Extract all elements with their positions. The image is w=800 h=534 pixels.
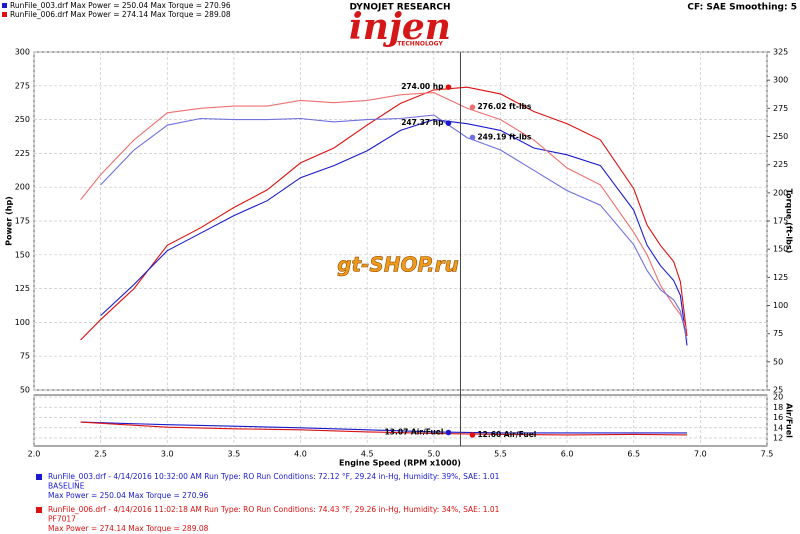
y-tick-label: 225 [15, 149, 30, 158]
run-info: RunFile_003.drf - 4/14/2016 10:32:00 AM … [48, 472, 500, 481]
watermark: gt-SHOP.ru [337, 253, 459, 277]
x-tick-label: 3.0 [161, 450, 174, 459]
run-info: BASELINE [48, 482, 85, 491]
x-axis-label: Engine Speed (RPM x1000) [339, 459, 461, 468]
x-tick-label: 2.5 [94, 450, 107, 459]
y2-tick-label: 75 [773, 329, 783, 338]
y2-tick-label: 50 [773, 357, 783, 366]
y2-tick-label: 325 [773, 48, 788, 57]
series-line [100, 114, 688, 341]
annotation-label: 274.00 hp [401, 82, 444, 91]
series-line [80, 421, 687, 434]
brand: DYNOJET RESEARCH [349, 3, 450, 13]
annotation-marker [445, 120, 452, 126]
y2-axis-label: Torque (ft-lbs) [785, 189, 794, 254]
annotation-marker [469, 104, 476, 110]
y-tick-label: 150 [15, 250, 30, 259]
annotation-label: 276.02 ft-lbs [477, 102, 531, 111]
y-tick-label: 50 [20, 386, 30, 395]
logo-sub: TECHNOLOGY [397, 41, 443, 48]
annotation-marker [445, 429, 452, 436]
x-tick-label: 5.5 [494, 450, 507, 459]
y-tick-label: 200 [15, 183, 30, 192]
x-tick-label: 2.0 [28, 450, 41, 459]
series-line [80, 421, 688, 436]
annotation-label: 12.60 Air/Fuel [477, 430, 536, 439]
y2-tick-label: 200 [773, 188, 788, 197]
y-tick-label: 275 [15, 81, 30, 90]
y2-tick-label: 175 [773, 217, 788, 226]
run-swatch [36, 474, 42, 480]
y2-tick-label: 25 [773, 386, 783, 395]
series-line [80, 86, 688, 341]
legend-entry: RunFile_006.drf Max Power = 274.14 Max T… [10, 10, 231, 19]
annotation-marker [469, 134, 476, 141]
y-tick-label: 12 [773, 434, 783, 443]
x-tick-label: 7.5 [761, 450, 774, 459]
y-tick-label: 14 [773, 423, 783, 432]
y-tick-label: 125 [15, 284, 30, 293]
series-line [80, 92, 688, 331]
y-tick-label: 20 [773, 393, 783, 402]
run-info: PF7017 [48, 515, 76, 524]
y-tick-label: 250 [15, 115, 30, 124]
annotation-label: 247.37 hp [401, 118, 444, 127]
legend-entry: RunFile_003.drf Max Power = 250.04 Max T… [10, 1, 231, 10]
y-tick-label: 75 [20, 352, 30, 361]
annotation-label: 249.19 ft-lbs [477, 132, 531, 141]
x-tick-label: 4.0 [294, 450, 307, 459]
x-tick-label: 6.5 [627, 450, 640, 459]
y2-tick-label: 275 [773, 104, 788, 113]
x-tick-label: 6.0 [561, 450, 574, 459]
annotation-label: 13.07 Air/Fuel [385, 428, 444, 437]
settings: CF: SAE Smoothing: 5 [687, 3, 797, 13]
y-axis-label: Power (hp) [5, 196, 14, 246]
y2-tick-label: 250 [773, 132, 788, 141]
y-axis-label: Air/Fuel [785, 403, 794, 438]
run-info: Max Power = 274.14 Max Torque = 289.08 [48, 524, 209, 533]
x-tick-label: 4.5 [361, 450, 374, 459]
y-tick-label: 18 [773, 403, 783, 412]
y2-tick-label: 225 [773, 160, 788, 169]
y-tick-label: 100 [15, 318, 30, 327]
x-tick-label: 7.0 [694, 450, 707, 459]
legend-swatch [2, 3, 7, 8]
logo: injen [349, 6, 451, 48]
y2-tick-label: 100 [773, 301, 788, 310]
y-tick-label: 175 [15, 217, 30, 226]
y2-tick-label: 300 [773, 76, 788, 85]
run-info: RunFile_006.drf - 4/14/2016 11:02:18 AM … [48, 505, 500, 514]
x-tick-label: 5.0 [427, 450, 440, 459]
y2-tick-label: 150 [773, 245, 788, 254]
legend-swatch [2, 12, 7, 17]
annotation-marker [469, 432, 476, 438]
x-tick-label: 3.5 [228, 450, 241, 459]
run-info: Max Power = 250.04 Max Torque = 270.96 [48, 491, 209, 500]
y-tick-label: 300 [15, 48, 30, 57]
run-swatch [36, 507, 42, 513]
y2-tick-label: 125 [773, 273, 788, 282]
annotation-marker [445, 84, 452, 90]
y-tick-label: 16 [773, 413, 783, 422]
